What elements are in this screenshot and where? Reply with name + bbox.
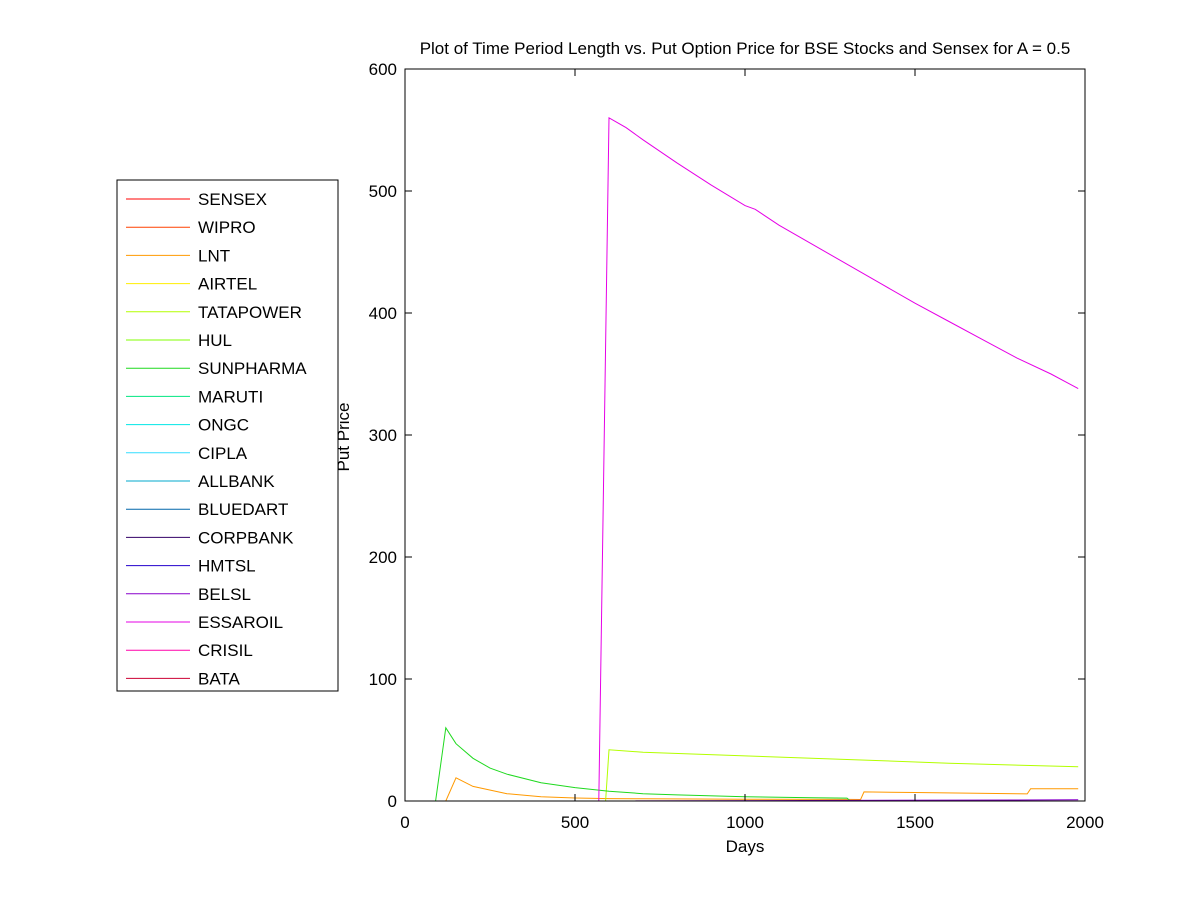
legend-label: LNT bbox=[198, 246, 230, 265]
y-tick-label: 0 bbox=[388, 792, 397, 811]
x-axis-label: Days bbox=[726, 837, 765, 856]
series-line-lnt bbox=[415, 777, 1079, 802]
y-tick-label: 200 bbox=[369, 548, 397, 567]
plot-area bbox=[405, 69, 1085, 801]
legend-label: SENSEX bbox=[198, 190, 267, 209]
legend-label: HMTSL bbox=[198, 557, 256, 576]
legend-label: ESSAROIL bbox=[198, 613, 283, 632]
legend-label: ONGC bbox=[198, 416, 249, 435]
x-tick-label: 500 bbox=[561, 813, 589, 832]
y-axis-label: Put Price bbox=[334, 403, 353, 472]
legend-label: MARUTI bbox=[198, 387, 263, 406]
legend-box bbox=[116, 179, 339, 692]
series-line-tatapower bbox=[415, 749, 1079, 802]
legend: SENSEX WIPRO LNT AIRTEL TATAPOWER HUL SUNPHARM… bbox=[116, 179, 339, 692]
legend-label: BATA bbox=[198, 669, 241, 688]
legend-label: ALLBANK bbox=[198, 472, 275, 491]
legend-label: CRISIL bbox=[198, 641, 253, 660]
legend-label: AIRTEL bbox=[198, 275, 257, 294]
legend-label: TATAPOWER bbox=[198, 303, 302, 322]
legend-label: BLUEDART bbox=[198, 500, 288, 519]
y-tick-label: 400 bbox=[369, 304, 397, 323]
x-tick-label: 0 bbox=[400, 813, 409, 832]
ticks-layer: 0 500 1000 1500 2000 0 100 200 300 400 500 600 bbox=[369, 60, 1104, 832]
x-tick-label: 1000 bbox=[726, 813, 764, 832]
y-tick-label: 300 bbox=[369, 426, 397, 445]
legend-label: SUNPHARMA bbox=[198, 359, 307, 378]
chart-title: Plot of Time Period Length vs. Put Optio… bbox=[420, 39, 1071, 58]
series-line-sunpharma bbox=[415, 726, 1079, 802]
legend-label: CORPBANK bbox=[198, 528, 294, 547]
legend-label: BELSL bbox=[198, 585, 251, 604]
y-tick-label: 500 bbox=[369, 182, 397, 201]
x-tick-label: 1500 bbox=[896, 813, 934, 832]
legend-items: SENSEX WIPRO LNT AIRTEL TATAPOWER HUL SUNPHARM… bbox=[126, 190, 307, 688]
legend-label: CIPLA bbox=[198, 444, 248, 463]
y-tick-label: 600 bbox=[369, 60, 397, 79]
legend-label: WIPRO bbox=[198, 218, 256, 237]
y-tick-label: 100 bbox=[369, 670, 397, 689]
legend-label: HUL bbox=[198, 331, 232, 350]
series-line-essaroil bbox=[415, 116, 1079, 802]
x-tick-label: 2000 bbox=[1066, 813, 1104, 832]
